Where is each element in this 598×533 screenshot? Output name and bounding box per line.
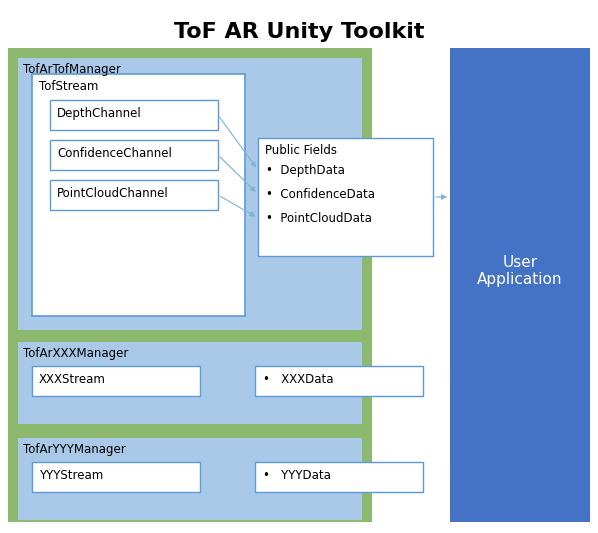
Bar	[32, 366, 200, 396]
Text: ToF AR Unity Toolkit: ToF AR Unity Toolkit	[174, 22, 424, 42]
Bar	[18, 58, 362, 330]
Text: ConfidenceChannel: ConfidenceChannel	[57, 147, 172, 160]
Bar	[8, 48, 372, 522]
Bar	[32, 74, 245, 316]
Text: Public Fields: Public Fields	[265, 144, 337, 157]
Text: •  ConfidenceData: • ConfidenceData	[266, 188, 375, 201]
Text: DepthChannel: DepthChannel	[57, 107, 142, 120]
Bar	[18, 438, 362, 520]
Bar	[18, 342, 362, 424]
Bar	[50, 180, 218, 210]
Text: TofArTofManager: TofArTofManager	[23, 63, 121, 76]
Text: •   YYYData: • YYYData	[263, 469, 331, 482]
Bar	[32, 462, 200, 492]
Bar	[255, 366, 423, 396]
Text: TofStream: TofStream	[39, 80, 99, 93]
Text: •  DepthData: • DepthData	[266, 164, 345, 177]
Text: PointCloudChannel: PointCloudChannel	[57, 187, 169, 200]
Text: TofArXXXManager: TofArXXXManager	[23, 347, 129, 360]
Bar	[258, 138, 433, 256]
Text: XXXStream: XXXStream	[39, 373, 106, 386]
Text: •  PointCloudData: • PointCloudData	[266, 212, 372, 225]
Text: YYYStream: YYYStream	[39, 469, 103, 482]
Text: TofArYYYManager: TofArYYYManager	[23, 443, 126, 456]
Text: •   XXXData: • XXXData	[263, 373, 334, 386]
Bar	[255, 462, 423, 492]
Bar	[50, 140, 218, 170]
Bar	[50, 100, 218, 130]
Bar	[450, 48, 590, 522]
Text: User
Application: User Application	[477, 255, 563, 287]
